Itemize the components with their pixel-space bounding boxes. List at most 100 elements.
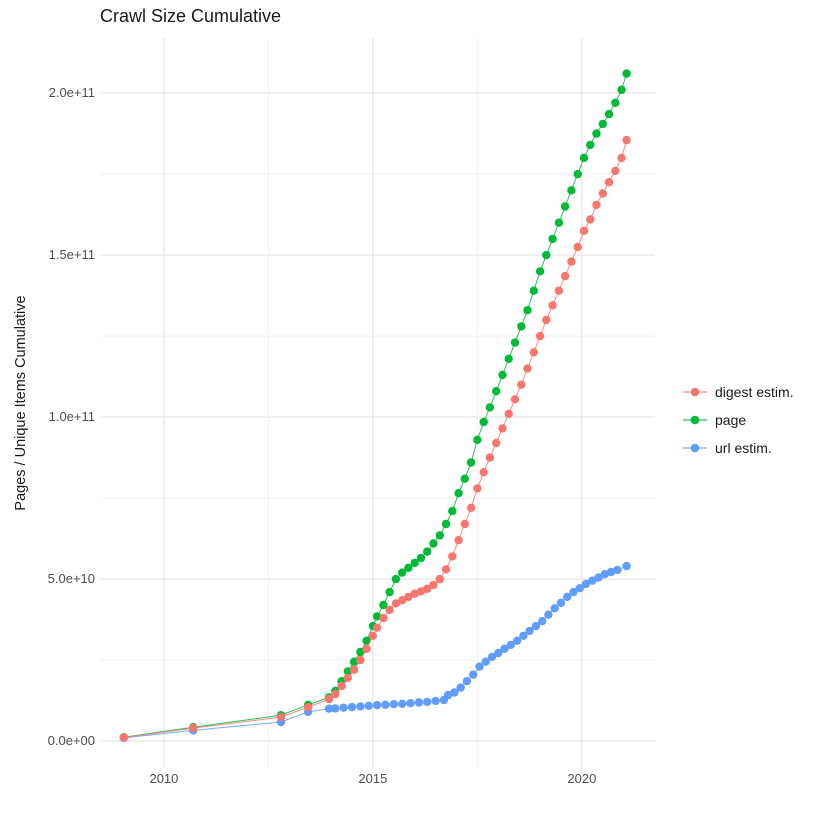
data-point bbox=[598, 119, 607, 129]
legend-key-icon bbox=[683, 387, 707, 397]
data-point bbox=[504, 354, 513, 363]
data-point bbox=[379, 600, 388, 610]
data-point bbox=[339, 703, 348, 712]
data-point bbox=[611, 166, 620, 175]
data-point bbox=[479, 417, 488, 427]
data-point bbox=[372, 623, 382, 632]
data-point bbox=[343, 667, 352, 676]
data-point bbox=[579, 226, 589, 235]
data-point bbox=[611, 98, 620, 108]
data-point bbox=[613, 565, 622, 575]
legend-key-icon bbox=[683, 415, 707, 425]
data-point bbox=[548, 301, 557, 310]
data-point bbox=[379, 613, 388, 623]
data-point bbox=[586, 140, 595, 150]
data-point bbox=[343, 673, 352, 683]
data-point bbox=[622, 69, 631, 78]
data-point bbox=[598, 189, 607, 198]
data-point bbox=[481, 657, 490, 666]
data-point bbox=[592, 200, 601, 210]
data-point bbox=[575, 584, 584, 593]
data-point bbox=[588, 576, 597, 585]
data-point bbox=[479, 468, 488, 477]
data-point bbox=[569, 587, 578, 597]
data-point bbox=[372, 700, 382, 710]
y-tick-label: 1.5e+11 bbox=[48, 247, 95, 263]
data-point bbox=[356, 647, 365, 657]
data-point bbox=[331, 689, 340, 699]
data-point bbox=[368, 631, 378, 640]
data-point bbox=[594, 573, 603, 582]
data-point bbox=[435, 574, 444, 584]
data-point bbox=[535, 331, 545, 341]
data-point bbox=[324, 704, 334, 713]
data-point bbox=[487, 652, 497, 662]
data-point bbox=[410, 589, 419, 598]
data-point bbox=[542, 250, 551, 260]
data-point bbox=[544, 610, 553, 619]
data-point bbox=[276, 712, 286, 722]
data-point bbox=[500, 644, 509, 653]
data-point bbox=[604, 178, 614, 187]
data-point bbox=[450, 688, 459, 697]
data-point bbox=[441, 519, 451, 529]
y-tick-label: 1.0e+11 bbox=[48, 409, 95, 425]
data-point bbox=[554, 218, 564, 227]
data-point bbox=[473, 435, 482, 444]
data-point bbox=[560, 202, 570, 211]
data-point bbox=[517, 322, 526, 331]
data-point bbox=[563, 592, 572, 602]
data-point bbox=[535, 267, 545, 276]
data-point bbox=[331, 704, 340, 713]
data-point bbox=[356, 655, 365, 665]
data-point bbox=[554, 286, 564, 295]
y-tick-label: 5.0e+10 bbox=[47, 571, 95, 587]
data-point bbox=[529, 348, 538, 357]
data-point bbox=[460, 474, 469, 483]
data-point bbox=[523, 306, 532, 315]
data-point bbox=[542, 315, 551, 325]
data-point bbox=[617, 85, 626, 95]
data-point bbox=[119, 733, 128, 742]
legend-item-page: page bbox=[682, 411, 794, 429]
data-point bbox=[362, 644, 371, 653]
data-point bbox=[456, 683, 465, 692]
data-point bbox=[443, 690, 453, 700]
legend-item-digest-estim-: digest estim. bbox=[682, 383, 794, 401]
data-point bbox=[381, 700, 390, 709]
data-point bbox=[548, 234, 557, 244]
data-point bbox=[189, 723, 198, 733]
data-point bbox=[592, 129, 601, 138]
data-point bbox=[429, 539, 438, 548]
data-point bbox=[586, 215, 595, 224]
data-point bbox=[391, 599, 401, 608]
data-point bbox=[429, 580, 438, 590]
data-point bbox=[414, 698, 424, 707]
data-point bbox=[466, 503, 476, 512]
data-point bbox=[504, 409, 513, 419]
data-point bbox=[410, 558, 419, 568]
data-point bbox=[531, 621, 541, 631]
data-point bbox=[364, 701, 373, 710]
data-point bbox=[492, 438, 501, 448]
data-point bbox=[398, 596, 407, 605]
data-point bbox=[567, 186, 576, 195]
x-tick-label: 2020 bbox=[567, 771, 597, 786]
data-point bbox=[606, 567, 616, 577]
data-point bbox=[475, 662, 484, 671]
data-point bbox=[506, 640, 515, 650]
data-point bbox=[462, 677, 472, 686]
legend-label: digest estim. bbox=[715, 384, 794, 400]
data-point bbox=[423, 547, 432, 556]
data-point bbox=[492, 387, 501, 396]
legend-label: url estim. bbox=[715, 440, 772, 456]
legend-key-icon bbox=[683, 443, 707, 453]
data-point bbox=[337, 681, 346, 691]
data-point bbox=[529, 286, 538, 295]
data-point bbox=[510, 338, 520, 347]
data-point bbox=[324, 694, 334, 704]
data-point bbox=[435, 531, 444, 540]
data-point bbox=[460, 519, 469, 529]
